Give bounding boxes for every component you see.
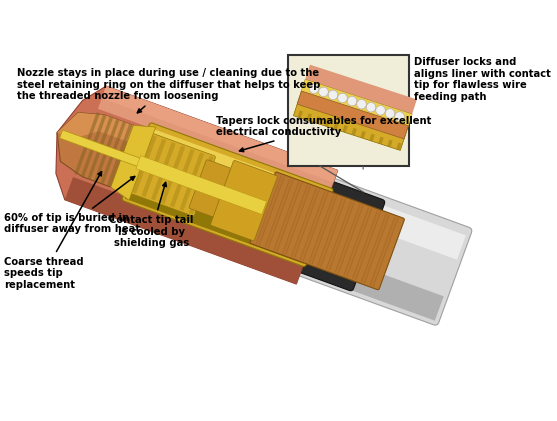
Text: Nozzle stays in place during use / cleaning due to the
steel retaining ring on t: Nozzle stays in place during use / clean…: [17, 68, 321, 113]
Circle shape: [385, 109, 395, 118]
FancyBboxPatch shape: [297, 91, 408, 139]
FancyBboxPatch shape: [151, 142, 175, 200]
FancyBboxPatch shape: [298, 181, 385, 291]
FancyBboxPatch shape: [94, 119, 119, 182]
FancyBboxPatch shape: [334, 122, 339, 130]
FancyBboxPatch shape: [294, 80, 412, 150]
FancyBboxPatch shape: [273, 182, 302, 251]
Circle shape: [309, 84, 319, 93]
Text: Contact tip tail
is cooled by
shielding gas: Contact tip tail is cooled by shielding …: [109, 182, 193, 248]
Text: 60% of tip is buried in
diffuser away from heat: 60% of tip is buried in diffuser away fr…: [4, 176, 140, 234]
FancyBboxPatch shape: [297, 110, 303, 118]
FancyBboxPatch shape: [318, 198, 345, 267]
FancyBboxPatch shape: [98, 86, 338, 193]
Circle shape: [356, 99, 367, 109]
Circle shape: [376, 106, 385, 115]
Polygon shape: [56, 86, 338, 284]
FancyBboxPatch shape: [132, 135, 157, 194]
FancyBboxPatch shape: [294, 101, 405, 150]
FancyBboxPatch shape: [309, 195, 336, 264]
FancyBboxPatch shape: [291, 188, 320, 258]
FancyBboxPatch shape: [292, 188, 319, 258]
FancyBboxPatch shape: [306, 113, 312, 121]
FancyBboxPatch shape: [81, 115, 106, 177]
FancyBboxPatch shape: [121, 126, 331, 261]
FancyBboxPatch shape: [396, 142, 402, 150]
Circle shape: [338, 93, 347, 103]
FancyBboxPatch shape: [60, 130, 266, 212]
FancyBboxPatch shape: [361, 213, 390, 283]
FancyBboxPatch shape: [326, 201, 354, 270]
FancyBboxPatch shape: [266, 179, 292, 248]
FancyBboxPatch shape: [87, 117, 113, 180]
FancyBboxPatch shape: [250, 172, 404, 290]
Text: Tapers lock consumables for excellent
electrical conductivity: Tapers lock consumables for excellent el…: [216, 116, 432, 152]
FancyBboxPatch shape: [74, 112, 100, 175]
FancyBboxPatch shape: [378, 137, 384, 144]
Bar: [288, 55, 409, 166]
FancyBboxPatch shape: [170, 149, 195, 207]
FancyBboxPatch shape: [352, 210, 381, 280]
FancyBboxPatch shape: [283, 185, 310, 254]
FancyBboxPatch shape: [361, 214, 389, 283]
FancyBboxPatch shape: [265, 179, 294, 248]
FancyBboxPatch shape: [323, 204, 372, 236]
FancyBboxPatch shape: [335, 204, 363, 273]
FancyBboxPatch shape: [309, 195, 337, 264]
FancyBboxPatch shape: [317, 197, 346, 267]
FancyBboxPatch shape: [335, 204, 364, 274]
FancyBboxPatch shape: [302, 179, 466, 260]
Polygon shape: [57, 113, 133, 187]
FancyBboxPatch shape: [353, 210, 380, 280]
FancyBboxPatch shape: [369, 134, 375, 141]
FancyBboxPatch shape: [343, 125, 348, 133]
FancyBboxPatch shape: [189, 160, 234, 218]
Text: Diffuser locks and
aligns liner with contact
tip for flawless wire
feeding path: Diffuser locks and aligns liner with con…: [414, 57, 551, 102]
FancyBboxPatch shape: [300, 191, 329, 261]
FancyBboxPatch shape: [370, 217, 398, 286]
Circle shape: [347, 96, 357, 106]
FancyBboxPatch shape: [211, 160, 277, 241]
Circle shape: [328, 90, 338, 100]
FancyBboxPatch shape: [315, 116, 321, 124]
FancyBboxPatch shape: [301, 80, 412, 126]
FancyBboxPatch shape: [370, 217, 398, 286]
FancyBboxPatch shape: [65, 177, 305, 284]
FancyBboxPatch shape: [351, 128, 357, 136]
Circle shape: [367, 102, 376, 112]
Circle shape: [319, 87, 328, 96]
FancyBboxPatch shape: [145, 128, 329, 209]
Polygon shape: [57, 113, 133, 141]
FancyBboxPatch shape: [125, 184, 309, 264]
FancyBboxPatch shape: [123, 123, 333, 266]
FancyBboxPatch shape: [160, 146, 185, 204]
FancyBboxPatch shape: [300, 192, 328, 261]
FancyBboxPatch shape: [360, 131, 366, 139]
FancyBboxPatch shape: [282, 185, 311, 255]
FancyBboxPatch shape: [305, 65, 417, 114]
FancyBboxPatch shape: [107, 124, 133, 187]
FancyBboxPatch shape: [387, 140, 393, 147]
FancyBboxPatch shape: [343, 207, 372, 277]
FancyBboxPatch shape: [256, 175, 285, 245]
FancyBboxPatch shape: [102, 86, 338, 183]
FancyBboxPatch shape: [344, 208, 372, 277]
Polygon shape: [111, 125, 155, 200]
Circle shape: [395, 112, 404, 121]
FancyBboxPatch shape: [257, 176, 284, 245]
Text: Coarse thread
speeds tip
replacement: Coarse thread speeds tip replacement: [4, 172, 101, 290]
FancyBboxPatch shape: [324, 119, 330, 127]
FancyBboxPatch shape: [136, 156, 267, 214]
FancyBboxPatch shape: [100, 122, 126, 184]
FancyBboxPatch shape: [274, 182, 301, 251]
FancyBboxPatch shape: [326, 201, 355, 271]
FancyBboxPatch shape: [276, 171, 472, 325]
FancyBboxPatch shape: [141, 139, 166, 197]
FancyBboxPatch shape: [281, 240, 444, 321]
FancyBboxPatch shape: [179, 152, 204, 211]
FancyBboxPatch shape: [189, 156, 214, 214]
FancyBboxPatch shape: [126, 132, 216, 216]
